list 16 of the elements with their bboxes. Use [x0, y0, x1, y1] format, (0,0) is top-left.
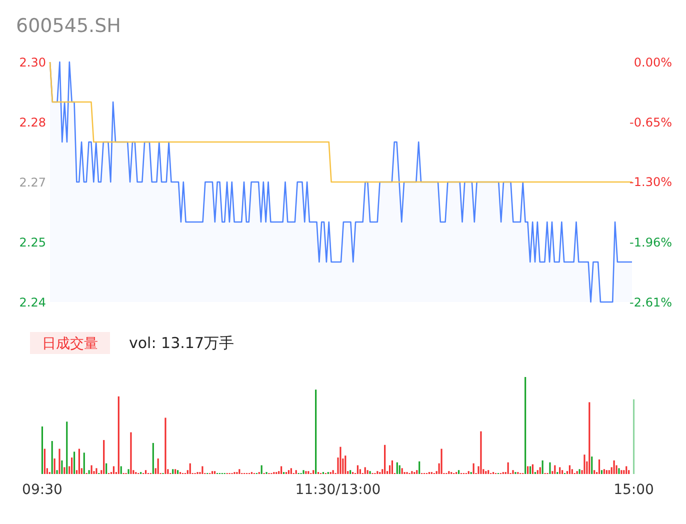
text: vol: 13.17万手	[129, 334, 234, 352]
y-tick-label: 2.27	[19, 176, 46, 190]
chart-title: 日成交量	[42, 336, 98, 352]
y2-tick-label: -1.30%	[630, 175, 672, 190]
x-tick-label: 11:30/13:00	[295, 482, 381, 498]
y2-tick-label: -1.96%	[630, 236, 672, 250]
x-tick-label: 09:30	[22, 482, 62, 498]
x-tick-label: 15:00	[614, 482, 654, 498]
chart-title: 600545.SH	[16, 15, 121, 37]
y-tick-label: 2.25	[19, 236, 46, 250]
y-tick-label: 2.30	[19, 56, 46, 70]
y2-tick-label: 0.00%	[634, 56, 672, 70]
y-tick-label: 2.24	[19, 296, 46, 310]
y2-tick-label: -0.65%	[630, 115, 672, 130]
y-tick-label: 2.28	[19, 116, 46, 130]
y2-tick-label: -2.61%	[630, 296, 672, 310]
